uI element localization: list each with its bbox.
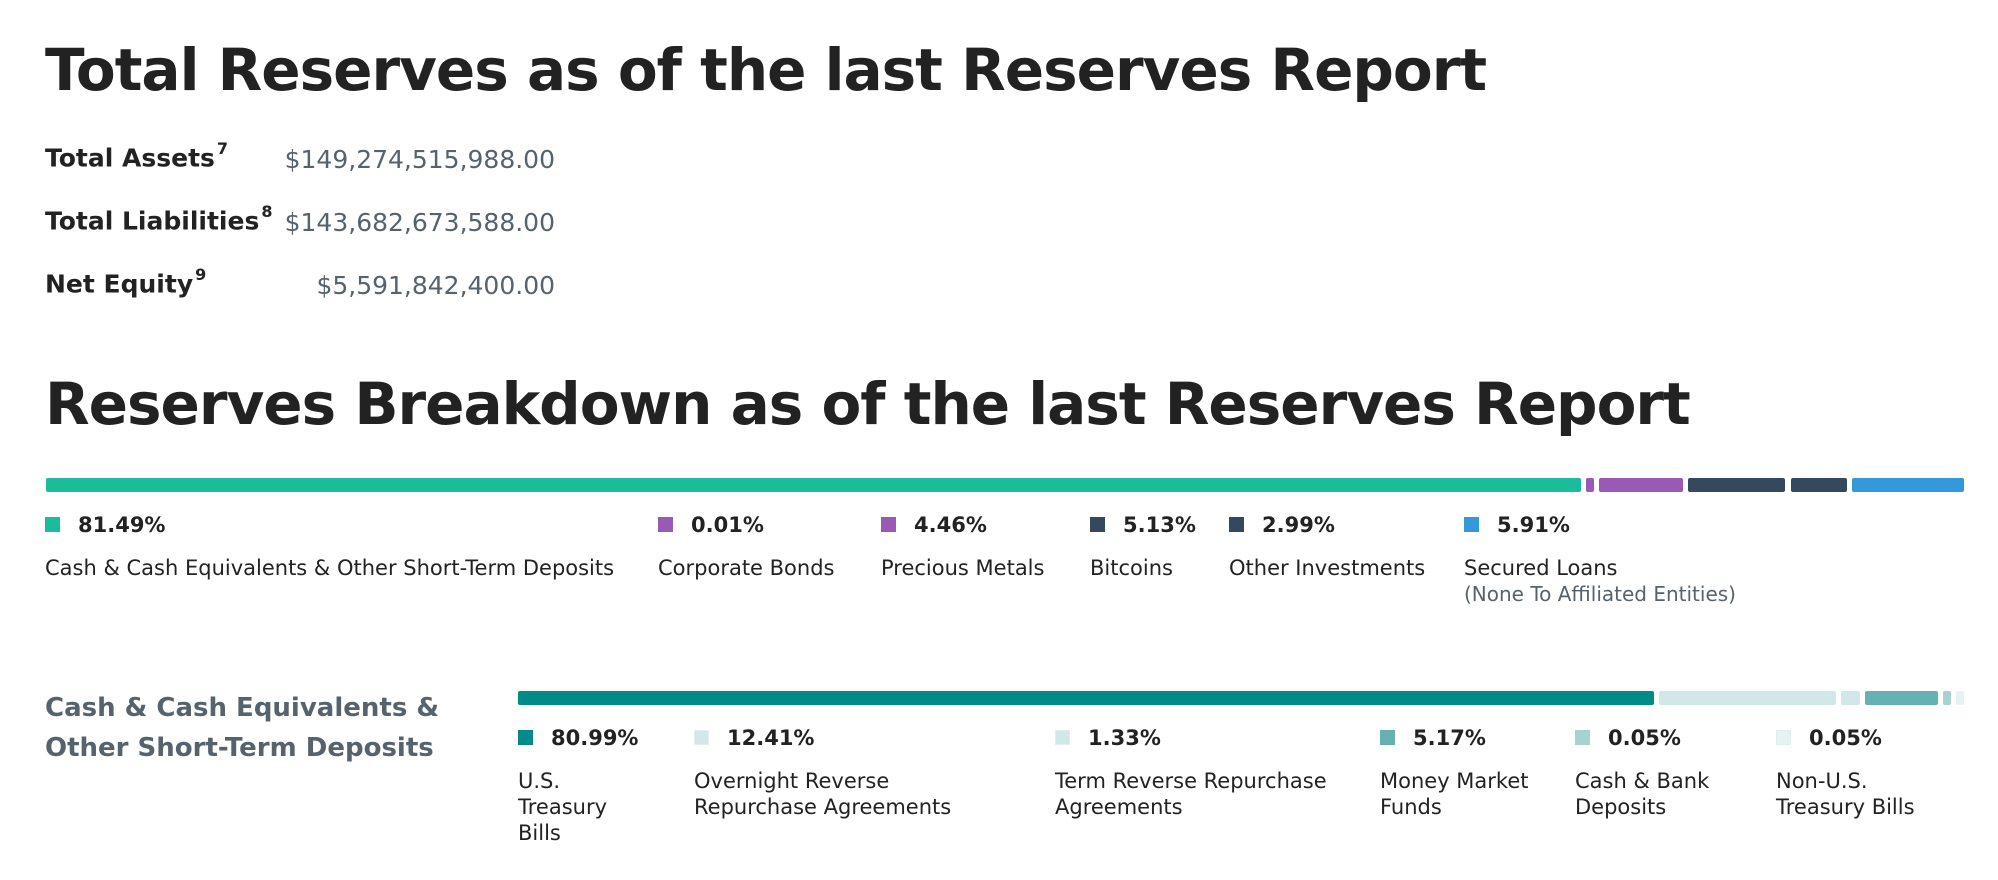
bar-segment[interactable] — [1598, 478, 1684, 492]
legend-label: Cash & Bank Deposits — [1575, 769, 1710, 819]
bar-segment[interactable] — [1688, 478, 1786, 492]
legend-percent: 0.01% — [691, 513, 764, 537]
legend-label: Money Market Funds — [1380, 769, 1529, 819]
legend-percent: 81.49% — [78, 513, 166, 537]
summary-value: $149,274,515,988.00 — [284, 145, 555, 174]
summary-label-text: Total Assets — [45, 143, 215, 173]
legend-swatch — [658, 517, 673, 532]
cash-equivalents-stacked-bar — [518, 691, 1964, 705]
footnote-ref[interactable]: 7 — [216, 139, 229, 158]
legend-percent: 2.99% — [1262, 513, 1335, 537]
legend-percent: 5.17% — [1413, 726, 1486, 750]
legend-sublabel: (None To Affiliated Entities) — [1464, 582, 1736, 606]
legend-label: Corporate Bonds — [658, 556, 835, 580]
legend-label: Overnight Reverse Repurchase Agreements — [694, 769, 952, 819]
legend-percent: 12.41% — [727, 726, 815, 750]
legend-swatch — [1055, 730, 1070, 745]
bar-segment[interactable] — [518, 691, 1655, 705]
bar-segment[interactable] — [1585, 478, 1594, 492]
legend-swatch — [881, 517, 896, 532]
legend-percent: 0.05% — [1809, 726, 1882, 750]
legend-percent: 5.13% — [1123, 513, 1196, 537]
summary-label-text: Net Equity — [45, 269, 194, 299]
summary-row-total-assets: Total Assets 7 $149,274,515,988.00 — [45, 139, 555, 182]
summary-label: Net Equity 9 — [45, 265, 207, 299]
summary-value: $5,591,842,400.00 — [316, 271, 555, 300]
legend-swatch — [1575, 730, 1590, 745]
legend-percent: 5.91% — [1497, 513, 1570, 537]
reserves-stacked-bar — [46, 478, 1964, 492]
summary-label: Total Liabilities 8 — [45, 202, 273, 236]
footnote-ref[interactable]: 9 — [195, 265, 207, 284]
summary-value: $143,682,673,588.00 — [284, 208, 555, 237]
legend-label: Precious Metals — [881, 556, 1045, 580]
page-title: Total Reserves as of the last Reserves R… — [45, 36, 1487, 104]
legend-swatch — [1229, 517, 1244, 532]
legend-percent: 4.46% — [914, 513, 987, 537]
bar-segment[interactable] — [1956, 691, 1964, 705]
footnote-ref[interactable]: 8 — [261, 202, 273, 221]
bar-segment[interactable] — [1840, 691, 1860, 705]
bar-segment[interactable] — [1943, 691, 1951, 705]
bar-segment[interactable] — [46, 478, 1581, 492]
legend-label: Other Investments — [1229, 556, 1426, 580]
legend-swatch — [45, 517, 60, 532]
summary-row-total-liabilities: Total Liabilities 8 $143,682,673,588.00 — [45, 202, 555, 245]
breakdown-title: Reserves Breakdown as of the last Reserv… — [45, 370, 1691, 438]
bar-segment[interactable] — [1864, 691, 1938, 705]
legend-swatch — [518, 730, 533, 745]
legend-swatch — [694, 730, 709, 745]
legend-swatch — [1464, 517, 1479, 532]
legend-swatch — [1090, 517, 1105, 532]
legend-swatch — [1380, 730, 1395, 745]
summary-label: Total Assets 7 — [45, 139, 229, 173]
legend-percent: 0.05% — [1608, 726, 1681, 750]
bar-segment[interactable] — [1852, 478, 1964, 492]
legend-label: Bitcoins — [1090, 556, 1173, 580]
summary-label-text: Total Liabilities — [45, 206, 260, 236]
legend-label: Term Reverse Repurchase Agreements — [1055, 769, 1327, 819]
legend-percent: 80.99% — [551, 726, 639, 750]
bar-segment[interactable] — [1790, 478, 1848, 492]
legend-label: U.S. Treasury Bills — [518, 769, 608, 845]
legend-percent: 1.33% — [1088, 726, 1161, 750]
bar-segment[interactable] — [1659, 691, 1836, 705]
legend-label: Cash & Cash Equivalents & Other Short-Te… — [45, 556, 615, 580]
legend-label: Non-U.S. Treasury Bills — [1776, 769, 1915, 819]
summary-row-net-equity: Net Equity 9 $5,591,842,400.00 — [45, 265, 555, 308]
legend-swatch — [1776, 730, 1791, 745]
cash-equivalents-title: Cash & Cash Equivalents & Other Short-Te… — [45, 693, 440, 763]
legend-label: Secured Loans (None To Affiliated Entitie… — [1464, 555, 1784, 607]
